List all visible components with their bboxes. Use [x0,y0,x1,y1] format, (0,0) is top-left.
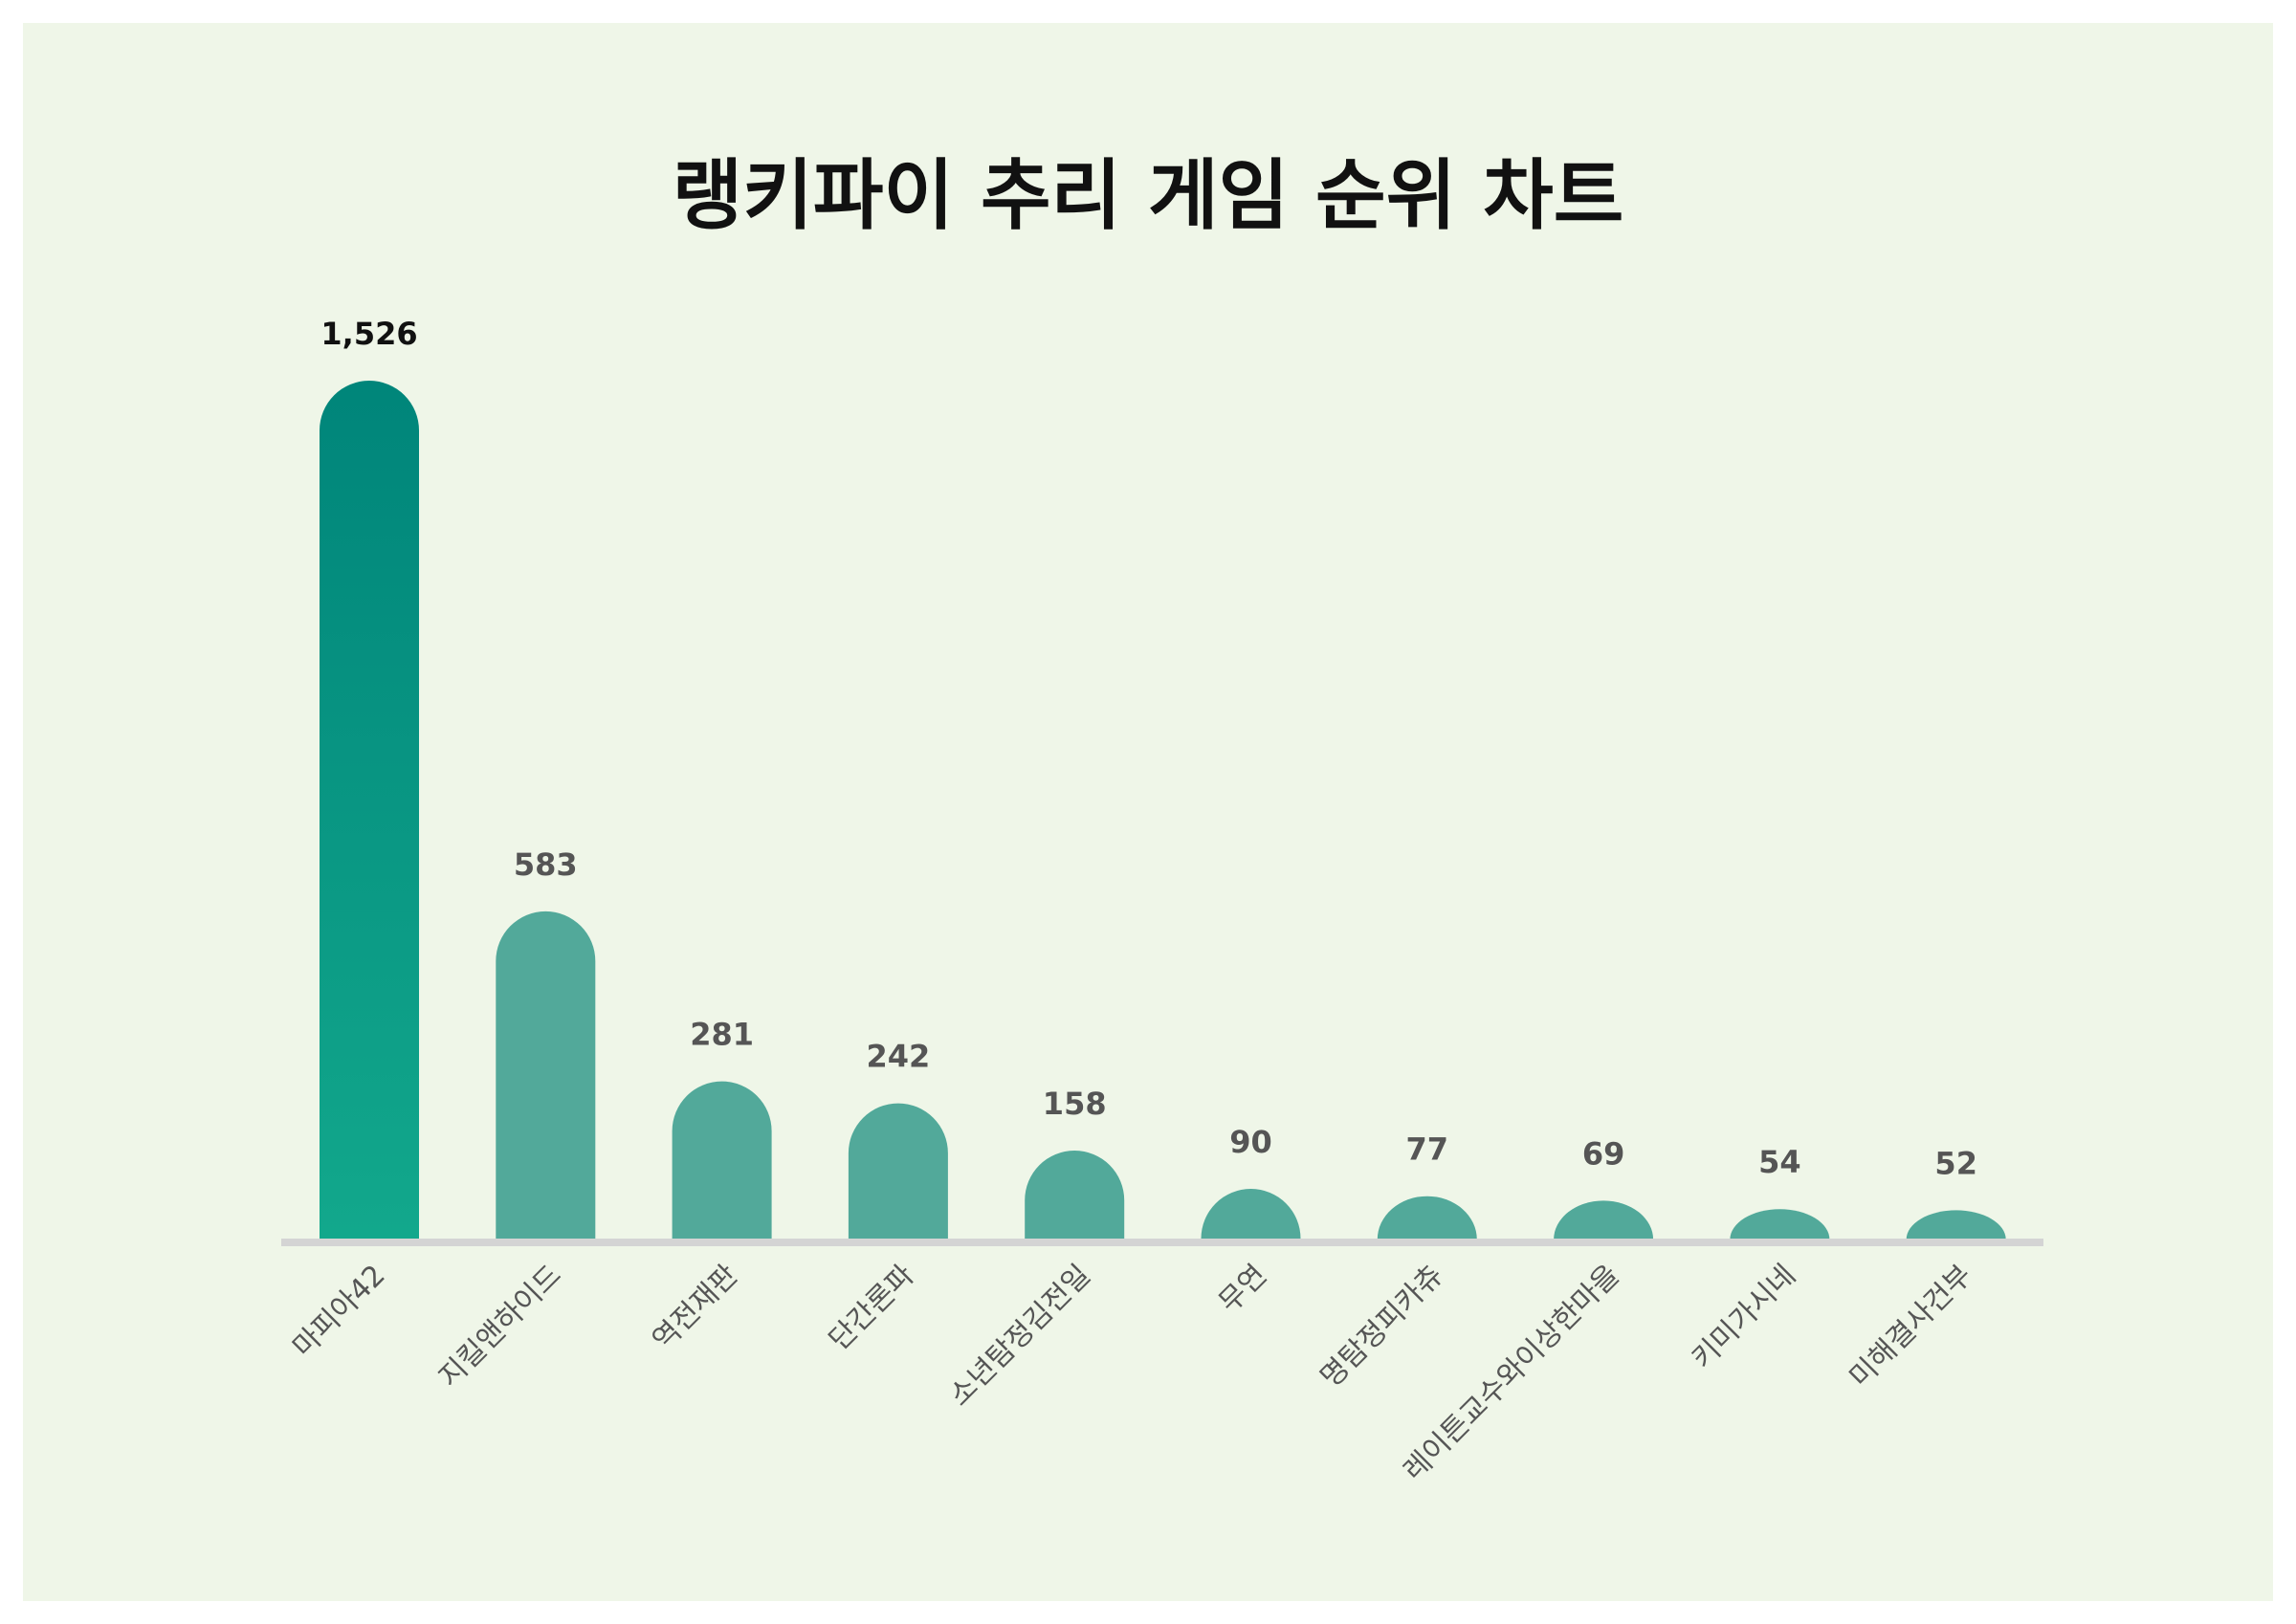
value-label-10: 52 [1934,1145,1977,1181]
value-label-9: 54 [1758,1144,1801,1180]
x-axis-baseline [281,1239,2043,1246]
value-label-2: 583 [514,846,578,883]
category-label-1: 마피아42 [286,1259,391,1364]
bar-1 [320,381,419,1240]
category-label-2: 지킬앤하이드 [432,1259,568,1394]
category-label-3: 역전재판 [646,1259,744,1357]
category-label-6: 무연 [1212,1259,1273,1320]
value-label-5: 158 [1043,1086,1107,1122]
category-label-10: 미해결사건부 [1843,1259,1979,1394]
bar-4 [848,1103,948,1240]
bar-2 [496,911,596,1240]
value-label-8: 69 [1582,1135,1625,1172]
value-label-4: 242 [867,1039,931,1075]
value-label-3: 281 [690,1017,754,1053]
bar-7 [1377,1196,1477,1240]
bar-6 [1201,1189,1301,1240]
category-label-9: 키미가시네 [1686,1259,1802,1375]
bar-3 [672,1081,772,1240]
bar-8 [1554,1200,1654,1240]
chart-title: 랭키파이 추리 게임 순위 차트 [673,151,1624,240]
value-label-6: 90 [1229,1124,1272,1160]
category-label-7: 명탐정피카츄 [1314,1259,1450,1394]
value-label-1: 1,526 [320,316,417,352]
bar-9 [1730,1209,1830,1240]
category-label-4: 단간론파 [823,1259,921,1357]
value-label-7: 77 [1406,1131,1449,1168]
bar-10 [1906,1210,2006,1240]
category-label-5: 소년탐정김전일 [942,1259,1096,1413]
bar-5 [1025,1151,1125,1240]
